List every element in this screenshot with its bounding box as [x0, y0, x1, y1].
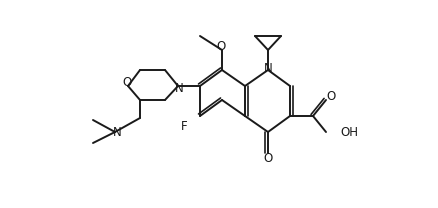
Text: O: O — [263, 152, 272, 166]
Text: N: N — [113, 126, 121, 140]
Text: N: N — [175, 83, 184, 95]
Text: O: O — [122, 77, 132, 89]
Text: F: F — [181, 120, 187, 132]
Text: O: O — [326, 90, 336, 104]
Text: N: N — [264, 62, 272, 74]
Text: O: O — [216, 41, 226, 53]
Text: OH: OH — [340, 125, 358, 139]
